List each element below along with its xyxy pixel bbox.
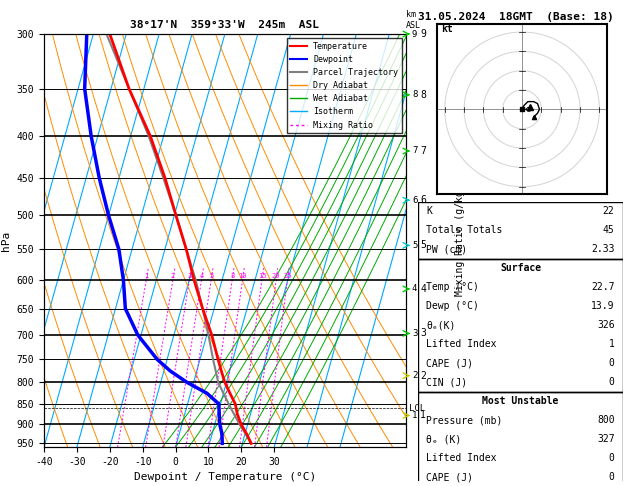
- Text: 2: 2: [412, 371, 418, 380]
- Text: km
ASL: km ASL: [406, 11, 421, 30]
- Text: 0: 0: [609, 472, 615, 482]
- Text: 8: 8: [412, 90, 418, 99]
- Text: 0: 0: [609, 358, 615, 368]
- Text: CAPE (J): CAPE (J): [426, 358, 474, 368]
- Text: 15: 15: [258, 273, 266, 279]
- Text: 8: 8: [420, 90, 426, 100]
- Text: Mixing Ratio (g/kg): Mixing Ratio (g/kg): [455, 185, 465, 296]
- Text: 2.33: 2.33: [591, 244, 615, 254]
- X-axis label: Dewpoint / Temperature (°C): Dewpoint / Temperature (°C): [134, 472, 316, 483]
- Text: Lifted Index: Lifted Index: [426, 339, 497, 349]
- Text: 6: 6: [420, 195, 426, 205]
- Text: 5: 5: [209, 273, 213, 279]
- Text: PW (cm): PW (cm): [426, 244, 467, 254]
- Bar: [418, 259, 623, 392]
- Text: 45: 45: [603, 225, 615, 235]
- Text: 5: 5: [420, 241, 426, 250]
- Text: 22: 22: [603, 206, 615, 216]
- Text: 31.05.2024  18GMT  (Base: 18): 31.05.2024 18GMT (Base: 18): [418, 12, 614, 22]
- Text: 4: 4: [412, 284, 418, 294]
- Legend: Temperature, Dewpoint, Parcel Trajectory, Dry Adiabat, Wet Adiabat, Isotherm, Mi: Temperature, Dewpoint, Parcel Trajectory…: [287, 38, 401, 133]
- Text: 326: 326: [597, 320, 615, 330]
- Text: Lifted Index: Lifted Index: [426, 453, 497, 463]
- Text: 5: 5: [412, 241, 418, 250]
- Text: 327: 327: [597, 434, 615, 444]
- Text: θₑ(K): θₑ(K): [426, 320, 456, 330]
- Text: θₑ (K): θₑ (K): [426, 434, 462, 444]
- Text: 7: 7: [420, 146, 426, 156]
- Text: 4: 4: [420, 284, 426, 294]
- Text: 13.9: 13.9: [591, 301, 615, 311]
- Text: 1: 1: [609, 339, 615, 349]
- Text: K: K: [426, 206, 432, 216]
- Text: 0: 0: [609, 377, 615, 387]
- Title: 38°17'N  359°33'W  245m  ASL: 38°17'N 359°33'W 245m ASL: [130, 20, 320, 31]
- Text: 1: 1: [420, 410, 426, 420]
- Text: 1: 1: [144, 273, 148, 279]
- Text: 4: 4: [199, 273, 204, 279]
- Text: Temp (°C): Temp (°C): [426, 282, 479, 292]
- Text: 1: 1: [412, 411, 418, 420]
- Text: 9: 9: [420, 29, 426, 39]
- Text: CIN (J): CIN (J): [426, 377, 467, 387]
- Text: 3: 3: [187, 273, 191, 279]
- Text: 800: 800: [597, 415, 615, 425]
- Text: 25: 25: [283, 273, 292, 279]
- Text: 2: 2: [420, 371, 426, 381]
- Text: 22.7: 22.7: [591, 282, 615, 292]
- Text: 3: 3: [420, 329, 426, 338]
- Text: LCL: LCL: [409, 403, 425, 413]
- Bar: [418, 392, 623, 486]
- Text: 20: 20: [272, 273, 281, 279]
- Text: kt: kt: [441, 24, 453, 34]
- Text: Most Unstable: Most Unstable: [482, 396, 559, 406]
- Bar: [418, 202, 623, 259]
- Text: 10: 10: [238, 273, 247, 279]
- Text: Totals Totals: Totals Totals: [426, 225, 503, 235]
- Text: 6: 6: [412, 196, 418, 205]
- Text: 9: 9: [412, 30, 418, 38]
- Text: Dewp (°C): Dewp (°C): [426, 301, 479, 311]
- Text: CAPE (J): CAPE (J): [426, 472, 474, 482]
- Y-axis label: hPa: hPa: [1, 230, 11, 251]
- Text: 7: 7: [412, 146, 418, 156]
- Text: 0: 0: [609, 453, 615, 463]
- Text: Surface: Surface: [500, 263, 541, 273]
- Text: 8: 8: [230, 273, 234, 279]
- Text: 3: 3: [412, 329, 418, 338]
- Text: Pressure (mb): Pressure (mb): [426, 415, 503, 425]
- Text: 2: 2: [170, 273, 175, 279]
